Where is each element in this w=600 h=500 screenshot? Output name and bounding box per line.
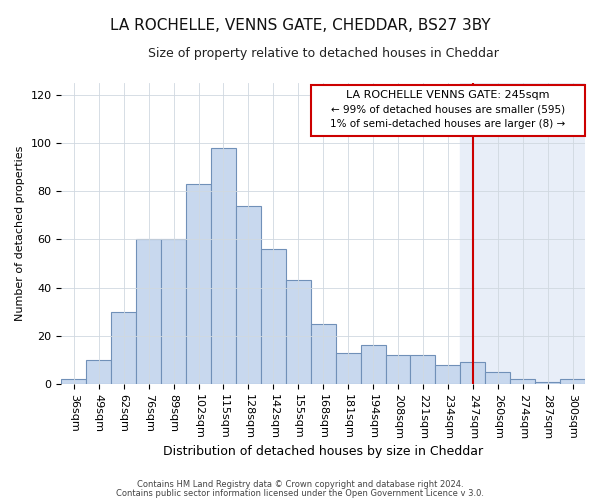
Bar (560, 380, 585, 384)
Bar (386, 355, 410, 384)
Bar (211, 148, 236, 384)
Bar (61, 380, 86, 384)
Bar (86, 360, 111, 384)
Bar (311, 324, 335, 384)
FancyBboxPatch shape (311, 85, 585, 136)
Text: ← 99% of detached houses are smaller (595): ← 99% of detached houses are smaller (59… (331, 104, 565, 114)
Bar (460, 362, 485, 384)
X-axis label: Distribution of detached houses by size in Cheddar: Distribution of detached houses by size … (163, 444, 483, 458)
Title: Size of property relative to detached houses in Cheddar: Size of property relative to detached ho… (148, 48, 499, 60)
Text: 1% of semi-detached houses are larger (8) →: 1% of semi-detached houses are larger (8… (330, 118, 565, 128)
Bar (261, 249, 286, 384)
Text: LA ROCHELLE, VENNS GATE, CHEDDAR, BS27 3BY: LA ROCHELLE, VENNS GATE, CHEDDAR, BS27 3… (110, 18, 490, 32)
Bar (485, 372, 510, 384)
Bar (335, 352, 361, 384)
Bar (361, 346, 386, 384)
Y-axis label: Number of detached properties: Number of detached properties (15, 146, 25, 321)
Text: Contains public sector information licensed under the Open Government Licence v : Contains public sector information licen… (116, 488, 484, 498)
Bar (460, 82, 585, 384)
Bar (186, 184, 211, 384)
Bar (286, 280, 311, 384)
Bar (236, 206, 261, 384)
Bar (436, 365, 460, 384)
Bar (161, 240, 186, 384)
Bar (410, 355, 436, 384)
Bar (136, 240, 161, 384)
Text: LA ROCHELLE VENNS GATE: 245sqm: LA ROCHELLE VENNS GATE: 245sqm (346, 90, 550, 100)
Text: Contains HM Land Registry data © Crown copyright and database right 2024.: Contains HM Land Registry data © Crown c… (137, 480, 463, 489)
Bar (535, 382, 560, 384)
Bar (510, 380, 535, 384)
Bar (111, 312, 136, 384)
